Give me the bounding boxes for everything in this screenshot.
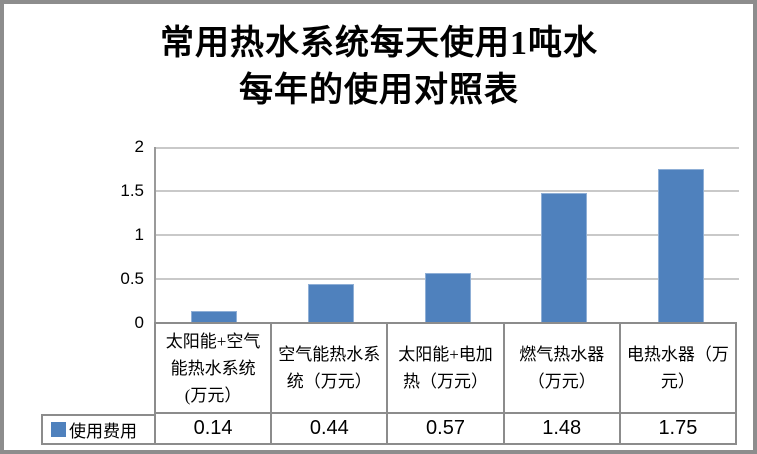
value-cell: 0.44 <box>270 414 386 443</box>
value-row: 0.14 0.44 0.57 1.48 1.75 <box>154 414 737 445</box>
category-cell: 燃气热水器（万元） <box>502 324 619 412</box>
gridline <box>156 147 739 149</box>
bar-air-energy <box>308 284 354 323</box>
legend-marker-icon <box>51 422 66 437</box>
y-axis-tick-label: 1 <box>134 225 144 244</box>
plot-area <box>154 147 739 323</box>
legend-label: 使用费用 <box>69 422 137 441</box>
gridline <box>156 234 739 236</box>
category-cell: 电热水器（万元） <box>618 324 735 412</box>
chart-title: 常用热水系统每天使用1吨水 每年的使用对照表 <box>4 20 753 114</box>
category-cell: 空气能热水系统（万元） <box>270 324 386 412</box>
chart-title-line1: 常用热水系统每天使用1吨水 <box>160 25 598 62</box>
value-cell: 0.14 <box>193 417 233 439</box>
category-cell: 太阳能+空气能热水系统(万元） <box>165 331 261 405</box>
gridline <box>156 190 739 192</box>
category-row: 太阳能+空气能热水系统(万元） 空气能热水系统（万元） 太阳能+电加热（万元） … <box>154 322 737 414</box>
bar-solar-plus-electric <box>425 273 471 323</box>
y-axis-tick-label: 2 <box>134 137 144 156</box>
chart-title-line2: 每年的使用对照表 <box>239 72 519 109</box>
bar-gas-heater <box>541 193 587 323</box>
value-cell: 0.57 <box>386 414 502 443</box>
y-axis-tick-label: 0.5 <box>120 269 144 288</box>
category-cell: 太阳能+电加热（万元） <box>386 324 502 412</box>
y-axis-tick-label: 0 <box>134 313 144 332</box>
bar-electric-heater <box>658 169 704 323</box>
bar-solar-plus-air <box>191 311 237 323</box>
y-axis-tick-label: 1.5 <box>120 181 144 200</box>
value-cell: 1.75 <box>618 414 735 443</box>
value-cell: 1.48 <box>502 414 619 443</box>
legend-cell: 使用费用 <box>41 414 154 445</box>
